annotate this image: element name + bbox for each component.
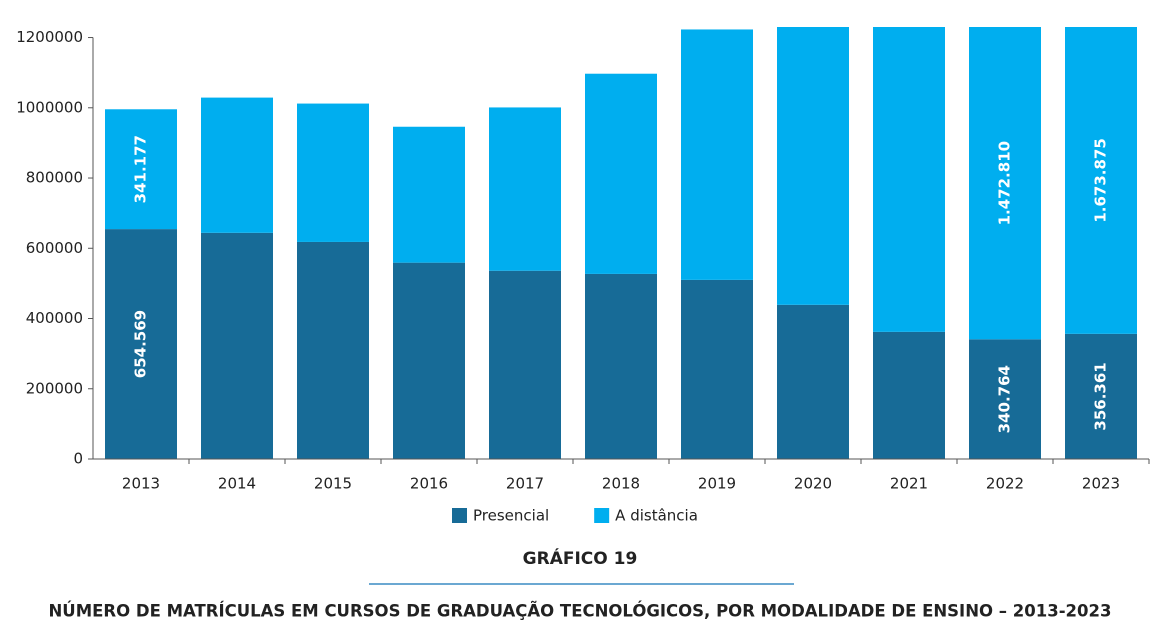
y-tick-label: 800000: [26, 169, 83, 187]
bar-segment: [969, 27, 1041, 340]
x-tick-label: 2021: [890, 475, 928, 493]
bar-segment: [1065, 333, 1137, 459]
data-label: 340.764: [996, 365, 1014, 433]
x-tick-label: 2018: [602, 475, 640, 493]
y-tick-label: 400000: [26, 309, 83, 327]
bar-segment: [105, 109, 177, 230]
x-tick-label: 2013: [122, 475, 160, 493]
x-tick-label: 2014: [218, 475, 256, 493]
x-tick-label: 2020: [794, 475, 832, 493]
legend-swatch: [594, 508, 610, 523]
bar-segment: [873, 27, 945, 332]
bar-segment: [489, 107, 561, 271]
bar-segment: [201, 97, 273, 233]
bar-segment: [393, 262, 465, 459]
bar-segment: [585, 273, 657, 459]
data-label: 341.177: [132, 135, 150, 203]
bar-segment: [297, 103, 369, 242]
y-tick-label: 200000: [26, 379, 83, 397]
data-label: 654.569: [132, 310, 150, 378]
bar-segment: [873, 331, 945, 459]
bar-segment: [681, 279, 753, 459]
data-label: 356.361: [1092, 362, 1110, 430]
bar-segment: [1065, 27, 1137, 334]
bar-segment: [585, 73, 657, 274]
y-tick-label: 600000: [26, 239, 83, 257]
x-tick-label: 2016: [410, 475, 448, 493]
chart-subtitle: NÚMERO DE MATRÍCULAS EM CURSOS DE GRADUA…: [49, 602, 1112, 621]
x-tick-label: 2022: [986, 475, 1024, 493]
bar-segment: [393, 126, 465, 263]
legend-label: Presencial: [473, 507, 549, 525]
x-tick-label: 2019: [698, 475, 736, 493]
bar-segment: [777, 304, 849, 459]
x-tick-label: 2017: [506, 475, 544, 493]
bar-segment: [489, 270, 561, 459]
bar-segment: [201, 232, 273, 459]
bar-segment: [105, 229, 177, 459]
x-tick-label: 2015: [314, 475, 352, 493]
bar-segment: [297, 241, 369, 459]
data-label: 1.673.875: [1092, 138, 1110, 222]
x-tick-label: 2023: [1082, 475, 1120, 493]
legend-swatch: [452, 508, 467, 523]
data-label: 1.472.810: [996, 141, 1014, 225]
bar-segment: [777, 27, 849, 305]
bar-segment: [969, 339, 1041, 459]
y-tick-label: 1000000: [16, 98, 83, 116]
bar-segment: [681, 29, 753, 280]
y-tick-label: 0: [73, 450, 83, 468]
bars: [105, 27, 1137, 459]
y-tick-label: 1200000: [16, 28, 83, 46]
legend-label: A distância: [615, 507, 698, 525]
chart-title: GRÁFICO 19: [523, 547, 638, 569]
